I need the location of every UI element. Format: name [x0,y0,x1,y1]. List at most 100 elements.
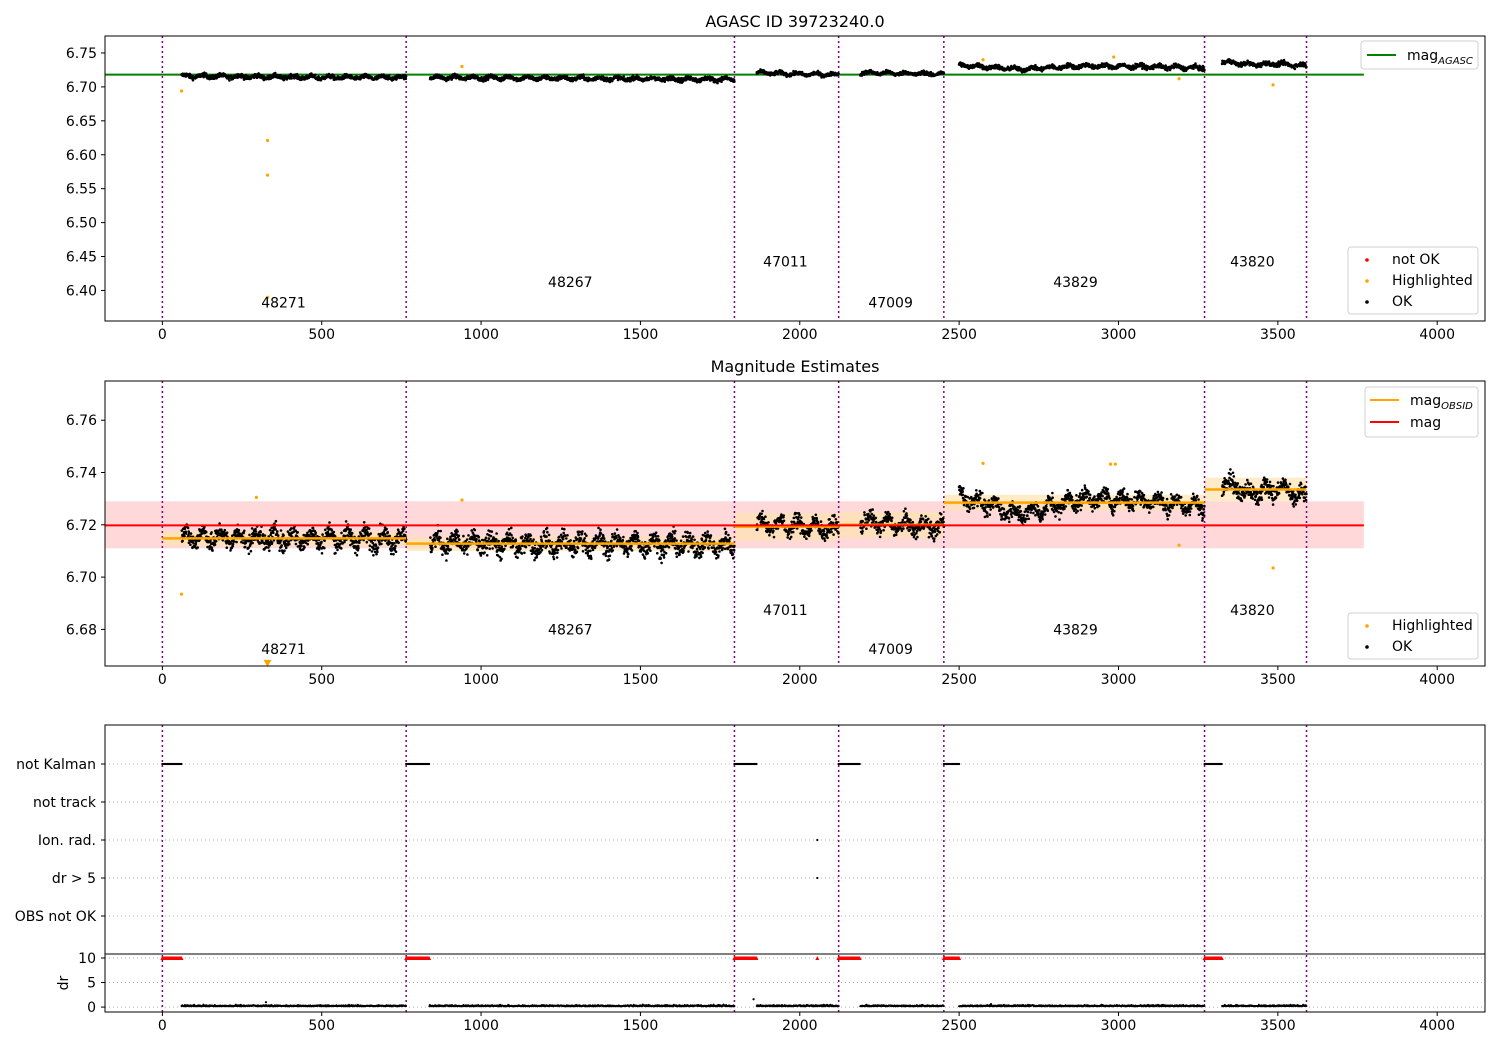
magnitude-ok-point [539,535,543,539]
magnitude-ok-point [558,535,561,539]
magnitude-ok-point [375,552,378,556]
magnitude-ok-point [572,539,576,543]
magnitude-ok-point [335,546,339,549]
magnitude-ok-point [211,549,214,552]
magnitude-ok-point [491,547,494,550]
magnitude-ok-point [300,544,303,548]
magnitude-ok-point [510,533,513,537]
magnitude-ok-point [216,533,220,537]
magnitude-ok-point [247,552,251,556]
agasc-obsid-label: 48267 [548,275,593,291]
agasc-xtick-label: 3000 [1101,327,1137,343]
magnitude-ok-point [369,532,373,535]
agasc-xtick-label: 1500 [623,327,659,343]
magnitude-ok-point [533,558,536,562]
magnitude-ok-point [282,534,285,537]
magnitude-ok-point [229,542,233,545]
magnitude-ok-point [278,549,281,552]
agasc-obsid-label: 43820 [1230,255,1275,271]
magnitude-ok-point [465,538,469,541]
magnitude-ok-point [249,549,253,553]
magnitude-ok-point [263,534,267,537]
magnitude-ok-point [259,530,263,534]
magnitude-ok-point [350,531,354,535]
magnitude-ok-point [206,545,209,549]
magnitude-ok-point [522,539,526,542]
magnitude-ok-point [540,548,544,552]
magnitude-ok-point [487,537,491,540]
magnitude-ok-point [303,546,306,549]
agasc-highlighted-point [265,138,270,143]
magnitude-ok-point [500,545,504,548]
magnitude-ok-point [576,546,580,550]
agasc-ok-point [484,79,488,83]
magnitude-ok-point [349,528,353,531]
agasc-ok-point [228,79,231,82]
magnitude-ok-point [485,554,489,557]
agasc-obsid-label: 47011 [763,255,808,271]
magnitude-ok-point [555,545,558,548]
agasc-ok-point [837,72,840,75]
magnitude-ok-point [473,528,477,532]
magnitude-ok-point [396,532,399,536]
magnitude-ok-point [559,544,562,548]
magnitude-ok-point [268,549,271,553]
agasc-ok-point [1194,62,1197,65]
agasc-ok-point [942,71,946,75]
magnitude-ok-point [579,537,583,540]
magnitude-ok-point [445,559,448,562]
magnitude-ok-point [389,552,393,556]
magnitude-ok-point [242,531,245,535]
magnitude-ok-point [223,528,227,532]
agasc-ok-point [699,80,703,83]
magnitude-ok-point [394,544,397,548]
magnitude-ok-point [357,546,360,550]
magnitude-ok-point [431,546,434,550]
magnitude-ok-point [250,527,254,530]
agasc-highlighted-point [1177,77,1181,81]
agasc-ok-point [404,77,408,80]
agasc-xtick-label: 2000 [782,327,818,343]
magnitude-ok-point [484,536,488,540]
magnitude-ok-point [511,536,514,540]
magnitude-ok-point [403,527,406,531]
magnitude-ok-point [561,537,565,541]
magnitude-ok-point [521,535,524,538]
magnitude-ok-point [334,551,337,555]
agasc-highlighted-point [1112,55,1116,59]
magnitude-ok-point [437,529,440,533]
agasc-legend-ok: OK [1392,294,1413,310]
magnitude-ok-point [539,546,543,550]
magnitude-ok-point [581,530,584,533]
magnitude-ok-point [535,555,539,559]
magnitude-ok-point [466,553,469,556]
magnitude-panel-title: Magnitude Estimates [711,357,880,376]
magnitude-ok-point [385,527,388,531]
magnitude-ok-point [545,535,548,538]
magnitude-ok-point [532,538,535,541]
magnitude-ok-point [231,542,235,546]
magnitude-ok-point [510,526,513,530]
magnitude-ok-point [524,545,528,549]
agasc-obsid-label: 47009 [868,295,913,311]
magnitude-ok-point [383,533,387,536]
magnitude-ok-point [268,528,272,532]
agasc-ok-point [404,75,408,78]
magnitude-ok-point [573,545,576,549]
magnitude-ok-point [559,533,563,537]
magnitude-ok-point [186,526,190,530]
magnitude-ok-point [377,532,381,536]
magnitude-ok-point [243,545,247,549]
magnitude-ok-point [280,544,283,547]
agasc-xtick-label: 1000 [463,327,499,343]
magnitude-ok-point [380,542,383,546]
magnitude-ok-point [520,552,524,555]
magnitude-ok-point [495,532,498,535]
agasc-ytick-label: 6.70 [66,80,97,96]
magnitude-ok-point [479,554,483,557]
magnitude-ok-point [545,526,549,530]
agasc-panel: AGASC ID 39723240.0 48271482674701147009… [66,12,1486,343]
magnitude-ok-point [316,541,320,545]
agasc-xtick-label: 0 [158,327,167,343]
